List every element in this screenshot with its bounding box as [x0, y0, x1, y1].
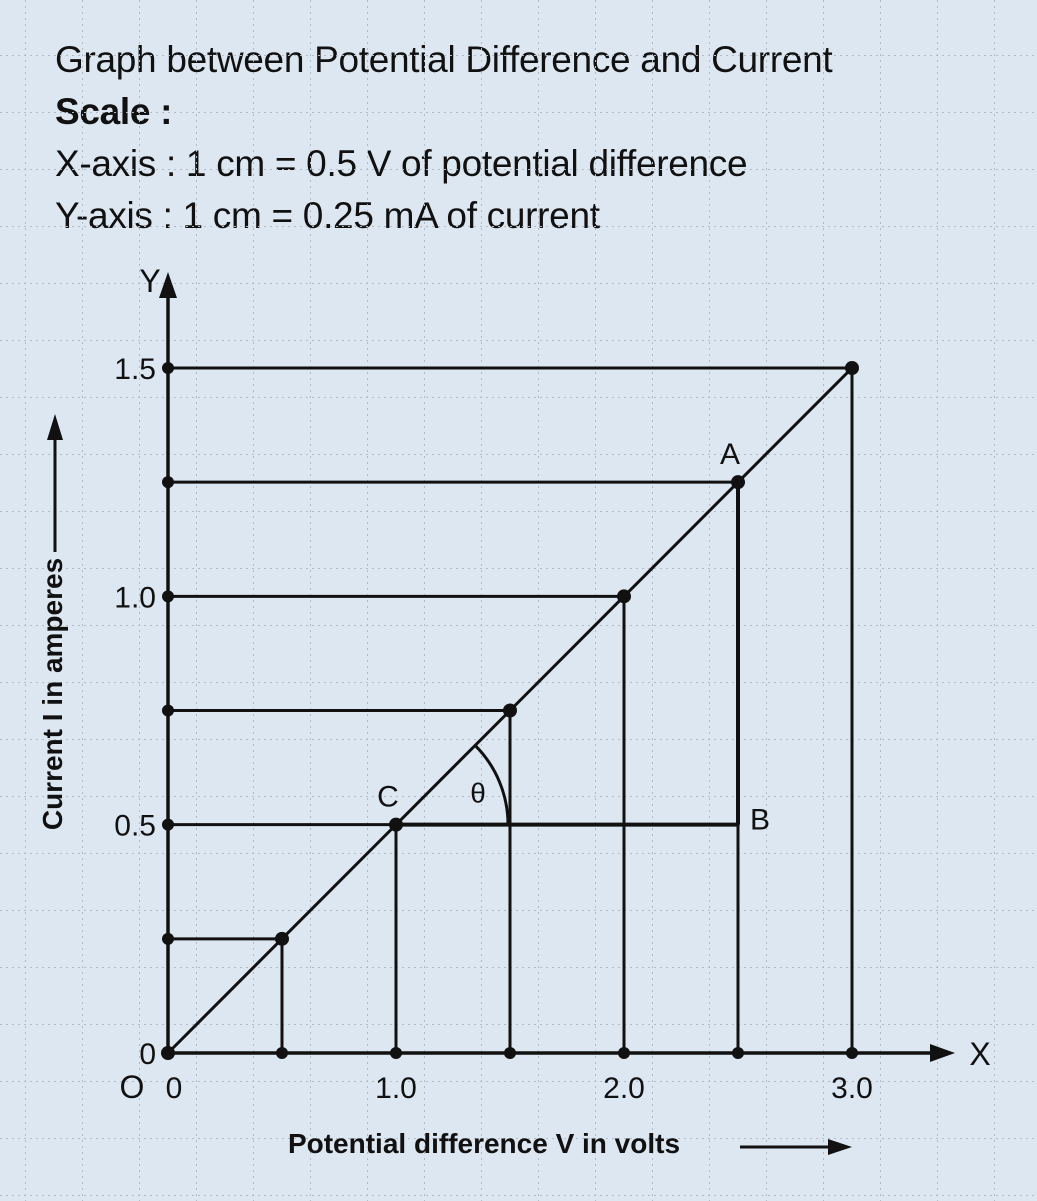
x-tick-label: 3.0 [831, 1072, 873, 1105]
x-axis-tick-dot [732, 1047, 744, 1059]
y-axis-title: Current I in amperes [37, 558, 68, 830]
title-block: Graph between Potential Difference and C… [55, 34, 833, 242]
data-point [617, 589, 631, 604]
point-label-a: A [720, 438, 740, 471]
y-axis-letter: Y [139, 263, 160, 299]
x-axis-title-arrow-head [828, 1139, 852, 1155]
guide-layer [168, 366, 854, 1053]
y-tick-label: 1.0 [114, 581, 156, 614]
point-label-c: C [377, 781, 399, 814]
x-axis-arrow [930, 1044, 955, 1062]
data-point [275, 931, 289, 946]
x-tick-label: 0 [166, 1072, 183, 1105]
y-axis-tick-dot [162, 932, 174, 945]
y-axis-tick-dot [162, 590, 174, 603]
scale-y-text: Y-axis : 1 cm = 0.25 mA of current [55, 195, 600, 236]
scale-x-text: X-axis : 1 cm = 0.5 V of potential diffe… [55, 143, 748, 184]
y-tick-label: 0.5 [114, 810, 156, 843]
x-tick-label: 2.0 [603, 1072, 645, 1105]
series-layer [161, 361, 859, 1060]
data-point [845, 361, 859, 375]
chart-title: Graph between Potential Difference and C… [55, 39, 833, 80]
x-axis-tick-dot [846, 1047, 858, 1059]
y-tick-label: 0 [139, 1038, 156, 1071]
data-point [503, 703, 517, 718]
theta-label: θ [470, 778, 486, 809]
x-axis-tick-dot [618, 1047, 630, 1059]
x-axis-tick-dot [276, 1047, 288, 1059]
x-axis-title: Potential difference V in volts [288, 1128, 680, 1159]
x-axis-tick-dot [390, 1047, 402, 1059]
x-axis-letter: X [969, 1036, 990, 1072]
data-point [731, 475, 745, 490]
label-layer: 0 1.0 2.0 3.0 0 0.5 1.0 1.5 O Y X A B C θ Potential dif… [37, 263, 991, 1159]
theta-arc [474, 744, 510, 825]
y-tick-label: 1.5 [114, 353, 156, 386]
y-axis-tick-dot [162, 362, 174, 374]
y-axis-title-arrow-head [47, 414, 63, 440]
y-axis-arrow [159, 272, 177, 298]
point-label-b: B [750, 804, 770, 837]
scale-heading: Scale : [55, 91, 173, 132]
data-point [389, 817, 403, 832]
x-axis-tick-dot [504, 1047, 516, 1059]
origin-label: O [120, 1069, 145, 1105]
y-axis-tick-dot [162, 704, 174, 717]
x-tick-label: 1.0 [375, 1072, 417, 1105]
y-axis-tick-dot [162, 818, 174, 831]
y-axis-tick-dot [162, 476, 174, 489]
data-point [161, 1046, 175, 1060]
